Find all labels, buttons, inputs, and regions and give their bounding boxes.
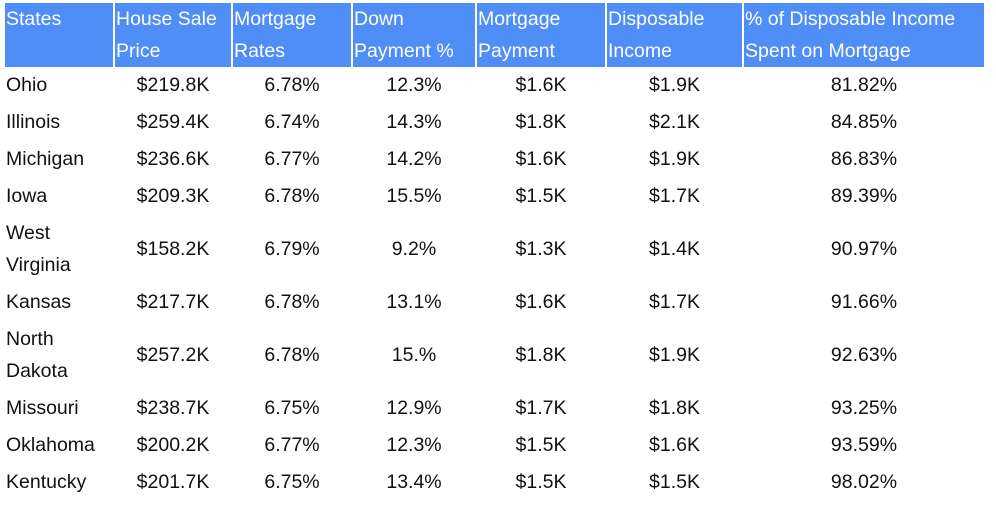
cell-down-payment: 12.3% xyxy=(386,73,442,96)
table-row: West Virginia $158.2K 6.79% 9.2% $1.3K $1.4K 9… xyxy=(5,215,984,284)
cell-down-payment: 12.3% xyxy=(386,433,442,456)
cell-state: Illinois xyxy=(6,110,61,133)
cell-disposable-income: $1.7K xyxy=(649,290,700,313)
table-row: Missouri $238.7K 6.75% 12.9% $1.7K $1.8K 93.25… xyxy=(5,390,984,427)
cell-house-sale-price: $158.2K xyxy=(136,237,210,260)
cell-mortgage-rate: 6.78% xyxy=(264,184,320,207)
cell-mortgage-payment: $1.5K xyxy=(515,184,567,207)
cell-mortgage-rate: 6.77% xyxy=(264,147,320,170)
cell-mortgage-payment: $1.5K xyxy=(515,470,567,493)
table-row: Oklahoma $200.2K 6.77% 12.3% $1.5K $1.6K 93.59… xyxy=(5,427,984,464)
cell-house-sale-price: $219.8K xyxy=(136,73,210,96)
cell-house-sale-price: $257.2K xyxy=(136,343,210,366)
cell-mortgage-rate: 6.75% xyxy=(264,396,320,419)
table-body: Ohio $219.8K 6.78% 12.3% $1.6K $1.9K 81.82% Ill… xyxy=(5,67,984,501)
cell-mortgage-rate: 6.74% xyxy=(264,110,320,133)
cell-disposable-income: $1.5K xyxy=(649,470,700,493)
cell-disposable-income: $1.9K xyxy=(649,147,700,170)
cell-state: Oklahoma xyxy=(6,433,95,456)
cell-mortgage-payment: $1.8K xyxy=(515,110,567,133)
cell-disposable-income: $1.8K xyxy=(649,396,700,419)
cell-down-payment: 12.9% xyxy=(386,396,442,419)
table-row: Michigan $236.6K 6.77% 14.2% $1.6K $1.9K 86.83… xyxy=(5,141,984,178)
cell-down-payment: 15.5% xyxy=(386,184,442,207)
cell-house-sale-price: $259.4K xyxy=(136,110,210,133)
cell-disposable-income: $1.9K xyxy=(649,73,700,96)
header-pct-income-on-mortgage: % of Disposable Income Spent on Mortgage xyxy=(744,3,984,67)
cell-down-payment: 9.2% xyxy=(391,237,437,260)
table-row: Illinois $259.4K 6.74% 14.3% $1.8K $2.1K 84.85… xyxy=(5,104,984,141)
table-row: North Dakota $257.2K 6.78% 15.% $1.8K $1.9K 92… xyxy=(5,321,984,390)
cell-state: Kansas xyxy=(6,290,72,313)
cell-mortgage-rate: 6.78% xyxy=(264,73,320,96)
cell-state: Ohio xyxy=(6,73,48,96)
cell-state: Michigan xyxy=(6,147,85,170)
cell-mortgage-rate: 6.79% xyxy=(264,237,320,260)
header-mortgage-rates: Mortgage Rates xyxy=(233,3,351,67)
cell-mortgage-payment: $1.5K xyxy=(515,433,567,456)
cell-pct-income-on-mortgage: 92.63% xyxy=(830,343,898,366)
cell-pct-income-on-mortgage: 90.97% xyxy=(830,237,898,260)
header-disposable-income: Disposable Income xyxy=(607,3,742,67)
mortgage-table: States House Sale Price Mortgage Rates D… xyxy=(3,3,986,501)
cell-pct-income-on-mortgage: 91.66% xyxy=(830,290,898,313)
cell-house-sale-price: $238.7K xyxy=(136,396,210,419)
cell-pct-income-on-mortgage: 93.25% xyxy=(830,396,898,419)
cell-house-sale-price: $217.7K xyxy=(136,290,210,313)
cell-mortgage-payment: $1.6K xyxy=(515,147,567,170)
cell-house-sale-price: $201.7K xyxy=(136,470,210,493)
header-house-sale-price: House Sale Price xyxy=(115,3,231,67)
cell-mortgage-rate: 6.78% xyxy=(264,290,320,313)
cell-disposable-income: $1.6K xyxy=(649,433,700,456)
cell-mortgage-payment: $1.8K xyxy=(515,343,567,366)
cell-state: West Virginia xyxy=(6,222,71,276)
cell-house-sale-price: $200.2K xyxy=(136,433,210,456)
cell-state: Kentucky xyxy=(6,470,87,493)
cell-state: Iowa xyxy=(6,184,48,207)
cell-pct-income-on-mortgage: 81.82% xyxy=(830,73,898,96)
header-states: States xyxy=(5,3,113,67)
cell-disposable-income: $1.7K xyxy=(649,184,700,207)
cell-state: North Dakota xyxy=(6,328,68,382)
cell-mortgage-payment: $1.7K xyxy=(515,396,567,419)
cell-pct-income-on-mortgage: 93.59% xyxy=(830,433,898,456)
table-row: Kentucky $201.7K 6.75% 13.4% $1.5K $1.5K 98.02… xyxy=(5,464,984,501)
cell-down-payment: 13.1% xyxy=(386,290,442,313)
header-mortgage-payment: Mortgage Payment xyxy=(477,3,605,67)
cell-mortgage-payment: $1.3K xyxy=(515,237,567,260)
cell-mortgage-rate: 6.75% xyxy=(264,470,320,493)
cell-down-payment: 15.% xyxy=(391,343,437,366)
cell-house-sale-price: $236.6K xyxy=(136,147,210,170)
cell-down-payment: 14.2% xyxy=(386,147,442,170)
cell-pct-income-on-mortgage: 84.85% xyxy=(830,110,898,133)
cell-disposable-income: $1.9K xyxy=(649,343,700,366)
cell-mortgage-rate: 6.77% xyxy=(264,433,320,456)
header-row: States House Sale Price Mortgage Rates D… xyxy=(5,3,984,67)
cell-pct-income-on-mortgage: 86.83% xyxy=(830,147,898,170)
cell-disposable-income: $1.4K xyxy=(649,237,700,260)
cell-mortgage-payment: $1.6K xyxy=(515,73,567,96)
table-row: Ohio $219.8K 6.78% 12.3% $1.6K $1.9K 81.82% xyxy=(5,67,984,104)
table-row: Iowa $209.3K 6.78% 15.5% $1.5K $1.7K 89.39% xyxy=(5,178,984,215)
table-row: Kansas $217.7K 6.78% 13.1% $1.6K $1.7K 91.66% xyxy=(5,284,984,321)
cell-pct-income-on-mortgage: 89.39% xyxy=(830,184,898,207)
cell-house-sale-price: $209.3K xyxy=(136,184,210,207)
cell-mortgage-payment: $1.6K xyxy=(515,290,567,313)
header-down-payment: Down Payment % xyxy=(353,3,475,67)
cell-down-payment: 13.4% xyxy=(386,470,442,493)
cell-mortgage-rate: 6.78% xyxy=(264,343,320,366)
cell-disposable-income: $2.1K xyxy=(649,110,700,133)
cell-state: Missouri xyxy=(6,396,79,419)
cell-pct-income-on-mortgage: 98.02% xyxy=(830,470,898,493)
cell-down-payment: 14.3% xyxy=(386,110,442,133)
